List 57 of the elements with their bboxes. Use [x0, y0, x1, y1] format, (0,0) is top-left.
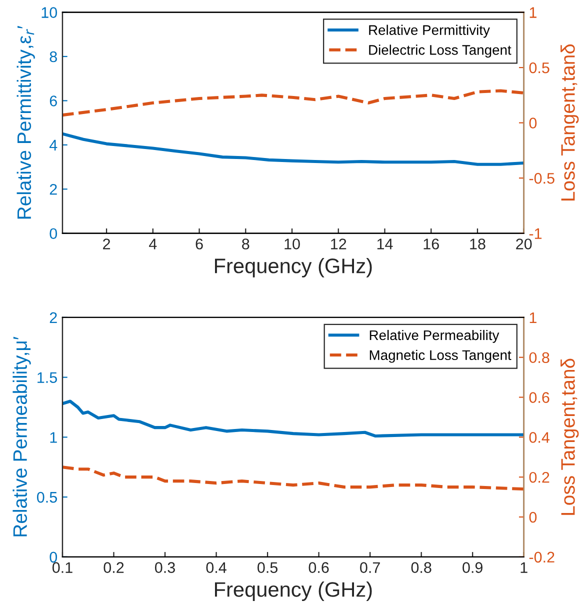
y2-tick-label: 0.4: [529, 432, 550, 443]
x-tick-label: 0.5: [258, 562, 278, 573]
legend-label: Relative Permittivity: [369, 24, 490, 38]
legend-label: Dielectric Loss Tangent: [369, 44, 512, 58]
y2-tick-label: 0: [529, 118, 537, 128]
y-tick-label: 1.5: [38, 372, 57, 383]
y2-tick-label: 0.6: [529, 392, 550, 403]
x-tick-label: 0.2: [104, 562, 124, 573]
x-tick-label: 0.4: [206, 562, 226, 573]
y-tick-label: 0: [50, 228, 58, 240]
y-tick-label: 1: [50, 432, 57, 443]
y-tick-label: 0.5: [36, 492, 57, 503]
x-tick-label: 0.6: [308, 562, 329, 573]
y-tick-label: 10: [42, 7, 58, 18]
y2-tick-label: 1: [530, 312, 536, 323]
line-series: [62, 132, 524, 166]
y2-tick-label: 0.5: [529, 62, 550, 74]
y2-tick-label: -0.2: [529, 552, 554, 563]
y2-axis-title: Loss Tangent,tanδ: [560, 358, 579, 515]
x-tick-label: 16: [424, 238, 439, 250]
x-tick-label: 12: [331, 238, 346, 250]
y-tick-label: 2: [50, 184, 57, 195]
y-tick-label: 2: [50, 312, 57, 323]
y2-tick-label: 1: [530, 7, 536, 18]
x-tick-label: 10: [284, 238, 300, 250]
x-tick-label: 0.1: [52, 562, 72, 573]
x-tick-label: 18: [470, 238, 486, 250]
y2-tick-label: -1: [529, 228, 542, 239]
line-series: [62, 89, 524, 117]
y-axis-title: Relative Permittivity,ε$_{r}$′: [16, 26, 35, 219]
x-tick-label: 0.8: [411, 562, 432, 573]
y-axis-title: Relative Permeability,μ′: [12, 336, 31, 536]
x-axis-title: Frequency (GHz): [215, 582, 372, 601]
y2-tick-label: 0.2: [529, 472, 550, 483]
x-tick-label: 20: [516, 238, 532, 250]
x-tick-label: 2: [103, 238, 110, 250]
y2-tick-label: 0: [529, 512, 537, 523]
y-tick-label: 0: [50, 552, 58, 563]
x-tick-label: 0.3: [154, 562, 175, 573]
x-tick-label: 6: [196, 238, 203, 250]
x-tick-label: 14: [377, 238, 393, 250]
line-series: [62, 400, 524, 438]
line-series: [62, 466, 524, 491]
x-tick-label: 8: [242, 238, 250, 250]
y2-axis-title: Loss Tangent,tanδ: [560, 44, 579, 200]
x-tick-label: 0.7: [360, 562, 380, 573]
y2-tick-label: -0.5: [529, 172, 554, 184]
x-tick-label: 0.9: [462, 562, 482, 573]
legend-label: Relative Permeability: [370, 330, 500, 343]
y-tick-label: 4: [49, 140, 58, 150]
x-axis-title: Frequency (GHz): [215, 258, 372, 278]
legend-label: Magnetic Loss Tangent: [370, 350, 512, 363]
y2-tick-label: 0.8: [529, 352, 550, 364]
y-tick-label: 6: [50, 96, 57, 106]
x-tick-label: 1: [520, 562, 528, 573]
y-tick-label: 8: [50, 51, 57, 62]
x-tick-label: 4: [149, 238, 157, 250]
